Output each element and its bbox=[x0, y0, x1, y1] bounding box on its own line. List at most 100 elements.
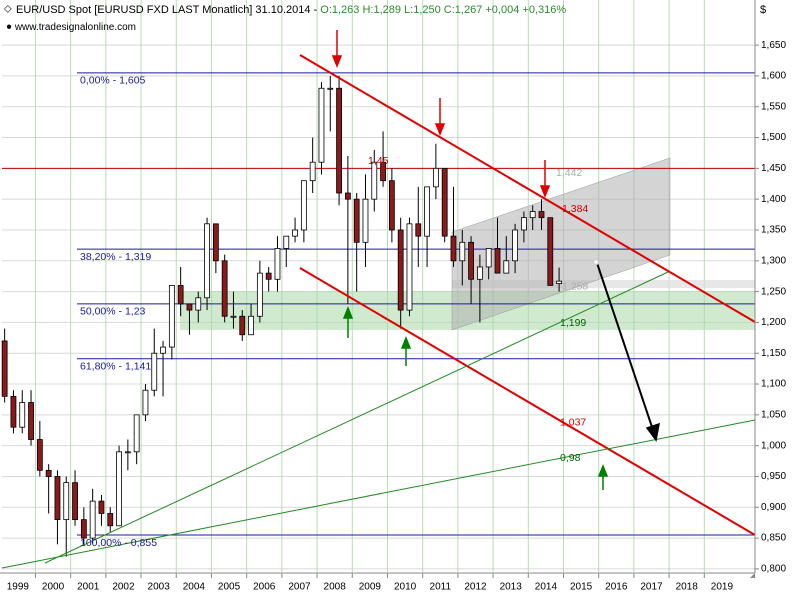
quote-text: O:1,263 H:1,289 L:1,250 C:1,267 +0,004 +… bbox=[320, 4, 566, 16]
candle-body bbox=[380, 161, 386, 182]
candle-body bbox=[344, 192, 351, 200]
y-tick-label: 1,300 bbox=[761, 255, 786, 266]
x-tick-label: 2015 bbox=[570, 582, 593, 593]
x-tick-label: 2003 bbox=[148, 582, 171, 593]
arrows bbox=[331, 30, 660, 490]
arrow-head bbox=[539, 185, 551, 199]
candle-body bbox=[221, 260, 228, 317]
fib-label: 38,20% - 1,319 bbox=[80, 251, 151, 263]
downtrend-upper bbox=[299, 54, 756, 323]
x-tick-label: 2017 bbox=[640, 582, 663, 593]
levels bbox=[2, 72, 755, 536]
forecast-arrow bbox=[592, 258, 660, 442]
level-label: 1,258 bbox=[562, 280, 588, 292]
level-label: 1,199 bbox=[560, 317, 586, 329]
candle-body bbox=[63, 482, 70, 521]
red-arrows bbox=[331, 30, 551, 199]
arrow-head bbox=[434, 123, 446, 137]
candle-body bbox=[10, 395, 17, 428]
y-tick-label: 1,250 bbox=[761, 286, 786, 297]
x-tick-label: 2012 bbox=[464, 582, 487, 593]
candle-body bbox=[327, 87, 334, 90]
x-axis-panel bbox=[0, 573, 800, 600]
candle-body bbox=[503, 260, 510, 274]
candle-body bbox=[494, 248, 501, 274]
fib-label: 50,00% - 1,23 bbox=[80, 306, 146, 318]
green-arrows bbox=[342, 305, 609, 490]
candle-body bbox=[239, 315, 246, 336]
y-tick-label: 0,850 bbox=[761, 533, 786, 544]
x-tick-label: 2005 bbox=[218, 582, 241, 593]
candle-body bbox=[353, 198, 360, 243]
candle-body bbox=[362, 198, 369, 243]
x-tick-label: 2006 bbox=[253, 582, 276, 593]
candle-body bbox=[212, 223, 219, 262]
y-tick-label: 1,200 bbox=[761, 317, 786, 328]
x-tick-label: 2013 bbox=[500, 582, 523, 593]
candle-body bbox=[300, 180, 307, 231]
axes: 0,800 0,850 0,900 0,950 1,000 1,050 1,100 1,150… bbox=[7, 40, 787, 593]
candle-body bbox=[36, 439, 43, 471]
candle-body bbox=[54, 476, 61, 521]
resistance-label: 1,45 bbox=[368, 155, 389, 167]
candle-body bbox=[292, 229, 298, 237]
y-tick-label: 0,800 bbox=[761, 564, 786, 575]
arrow-head bbox=[645, 422, 660, 442]
candle-body bbox=[274, 248, 281, 280]
candle-body bbox=[397, 229, 404, 311]
candle-body bbox=[168, 285, 175, 348]
candle-body bbox=[388, 180, 395, 231]
candle-body bbox=[441, 167, 448, 237]
arrow-head bbox=[597, 463, 609, 477]
y-tick-label: 1,000 bbox=[761, 440, 786, 451]
arrow-head bbox=[400, 335, 412, 349]
y-tick-label: 0,950 bbox=[761, 471, 786, 482]
x-tick-label: 1999 bbox=[7, 582, 30, 593]
candle-body bbox=[19, 402, 26, 428]
uptrend-line bbox=[44, 271, 669, 564]
arrow-head bbox=[331, 55, 343, 69]
candle-body bbox=[256, 272, 263, 317]
y-tick-label: 1,500 bbox=[761, 132, 786, 143]
downtrend-lower bbox=[299, 267, 756, 536]
candle-body bbox=[520, 217, 527, 231]
subtitle: ● www.tradesignalonline.com bbox=[6, 22, 136, 33]
candle-body bbox=[28, 402, 34, 440]
candle-body bbox=[547, 217, 554, 286]
candle-body bbox=[116, 451, 122, 527]
x-tick-label: 2011 bbox=[430, 582, 452, 593]
candle-body bbox=[265, 272, 272, 280]
x-tick-label: 2002 bbox=[112, 582, 135, 593]
x-tick-label: 2007 bbox=[288, 582, 311, 593]
y-tick-label: 1,400 bbox=[761, 194, 786, 205]
y-tick-label: 1,650 bbox=[761, 40, 786, 51]
long-trend-line bbox=[1, 419, 756, 569]
arrow bbox=[596, 262, 654, 431]
candle-body bbox=[476, 266, 483, 280]
candle-body bbox=[45, 469, 52, 477]
candle-body bbox=[72, 482, 78, 521]
candle-body bbox=[177, 285, 184, 305]
resize-grip bbox=[750, 573, 755, 578]
x-tick-label: 2000 bbox=[42, 582, 65, 593]
candle-body bbox=[230, 315, 237, 318]
y-axis-label: $ bbox=[760, 4, 766, 16]
candle-body bbox=[459, 241, 466, 262]
y-tick-label: 0,900 bbox=[761, 502, 786, 513]
candle-body bbox=[107, 513, 114, 527]
y-tick-label: 1,150 bbox=[761, 348, 786, 359]
candle-body bbox=[186, 303, 193, 311]
y-tick-label: 1,450 bbox=[761, 163, 786, 174]
fib-label: 100,00% - 0,855 bbox=[80, 537, 157, 549]
candle-body bbox=[485, 248, 492, 268]
candle-body bbox=[1, 340, 8, 397]
x-tick-label: 2004 bbox=[183, 582, 206, 593]
candle-body bbox=[415, 223, 422, 237]
y-tick-label: 1,100 bbox=[761, 379, 786, 390]
candle-body bbox=[406, 223, 413, 311]
x-tick-label: 2008 bbox=[324, 582, 347, 593]
candle-body bbox=[529, 211, 536, 219]
candle-body bbox=[80, 519, 87, 539]
y-tick-label: 1,600 bbox=[761, 71, 786, 82]
arrow-head bbox=[342, 305, 354, 319]
